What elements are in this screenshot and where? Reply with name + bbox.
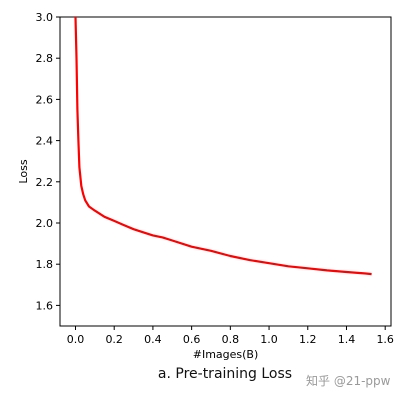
x-tick-label: 1.4 (338, 333, 356, 346)
y-tick-label: 2.2 (36, 176, 54, 189)
x-tick-label: 1.6 (376, 333, 394, 346)
x-axis-label: #Images(B) (193, 348, 259, 361)
y-tick-label: 2.8 (36, 52, 54, 65)
plot-area: 0.0 0.2 0.4 0.6 0.8 1.0 1.2 1.4 1.6 1.6 1.8 2.0 2.2 2… (36, 11, 394, 346)
figure-caption: a. Pre-training Loss (157, 366, 293, 382)
watermark-text: 知乎 @21-ppw (306, 374, 391, 388)
y-tick-label: 1.8 (36, 258, 54, 271)
y-tick-label: 2.4 (36, 135, 54, 148)
y-axis-label: Loss (17, 159, 30, 183)
axes-frame (59, 16, 392, 327)
x-tick-label: 0.6 (183, 333, 201, 346)
y-tick-label: 3.0 (36, 11, 54, 24)
y-tick-label: 2.6 (36, 93, 54, 106)
x-tick-label: 1.0 (260, 333, 278, 346)
y-tick-label: 1.6 (36, 299, 54, 312)
x-tick-label: 1.2 (299, 333, 317, 346)
x-tick-label: 0.8 (222, 333, 240, 346)
y-tick-label: 2.0 (36, 217, 54, 230)
x-tick-label: 0.0 (67, 333, 85, 346)
x-tick-label: 0.2 (105, 333, 123, 346)
x-tick-label: 0.4 (144, 333, 162, 346)
ticks-group: 0.0 0.2 0.4 0.6 0.8 1.0 1.2 1.4 1.6 1.6 1.8 2.0 2.2 2… (36, 11, 394, 346)
series-line-loss (74, 16, 372, 276)
